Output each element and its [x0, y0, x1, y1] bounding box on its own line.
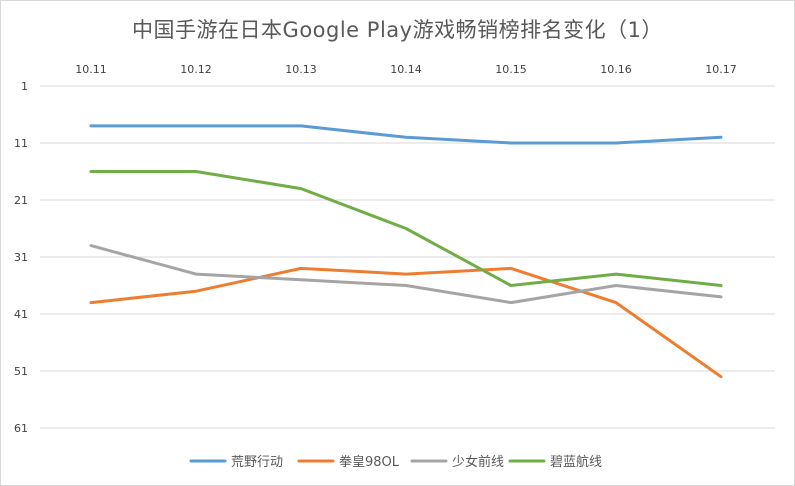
y-tick-label: 21 — [14, 194, 28, 207]
legend-label: 拳皇98OL — [339, 454, 400, 470]
x-tick-label: 10.17 — [705, 63, 737, 76]
x-tick-label: 10.13 — [285, 63, 317, 76]
y-tick-label: 31 — [14, 251, 28, 264]
y-tick-label: 51 — [14, 365, 28, 378]
gridlines — [40, 85, 775, 429]
x-axis-ticks: 10.11 10.12 10.13 10.14 10.15 10.16 10.17 — [75, 63, 737, 76]
y-tick-label: 11 — [14, 137, 28, 150]
legend-label: 碧蓝航线 — [550, 454, 602, 470]
series-line-2 — [89, 266, 723, 379]
legend-label: 少女前线 — [452, 454, 504, 470]
y-tick-label: 41 — [14, 308, 28, 321]
x-tick-label: 10.11 — [75, 63, 107, 76]
chart-title: 中国手游在日本Google Play游戏畅销榜排名变化（1） — [132, 18, 663, 42]
x-tick-label: 10.15 — [495, 63, 527, 76]
y-tick-label: 1 — [21, 80, 28, 93]
series-lines — [89, 124, 723, 379]
series-line-3 — [89, 244, 723, 305]
x-tick-label: 10.16 — [600, 63, 632, 76]
series-line-4 — [89, 170, 723, 287]
x-tick-label: 10.12 — [180, 63, 212, 76]
legend-label: 荒野行动 — [231, 455, 283, 470]
series-line-1 — [89, 124, 723, 145]
legend: 荒野行动 拳皇98OL 少女前线 碧蓝航线 — [189, 454, 602, 470]
y-tick-label: 61 — [14, 422, 28, 435]
x-tick-label: 10.14 — [390, 63, 422, 76]
